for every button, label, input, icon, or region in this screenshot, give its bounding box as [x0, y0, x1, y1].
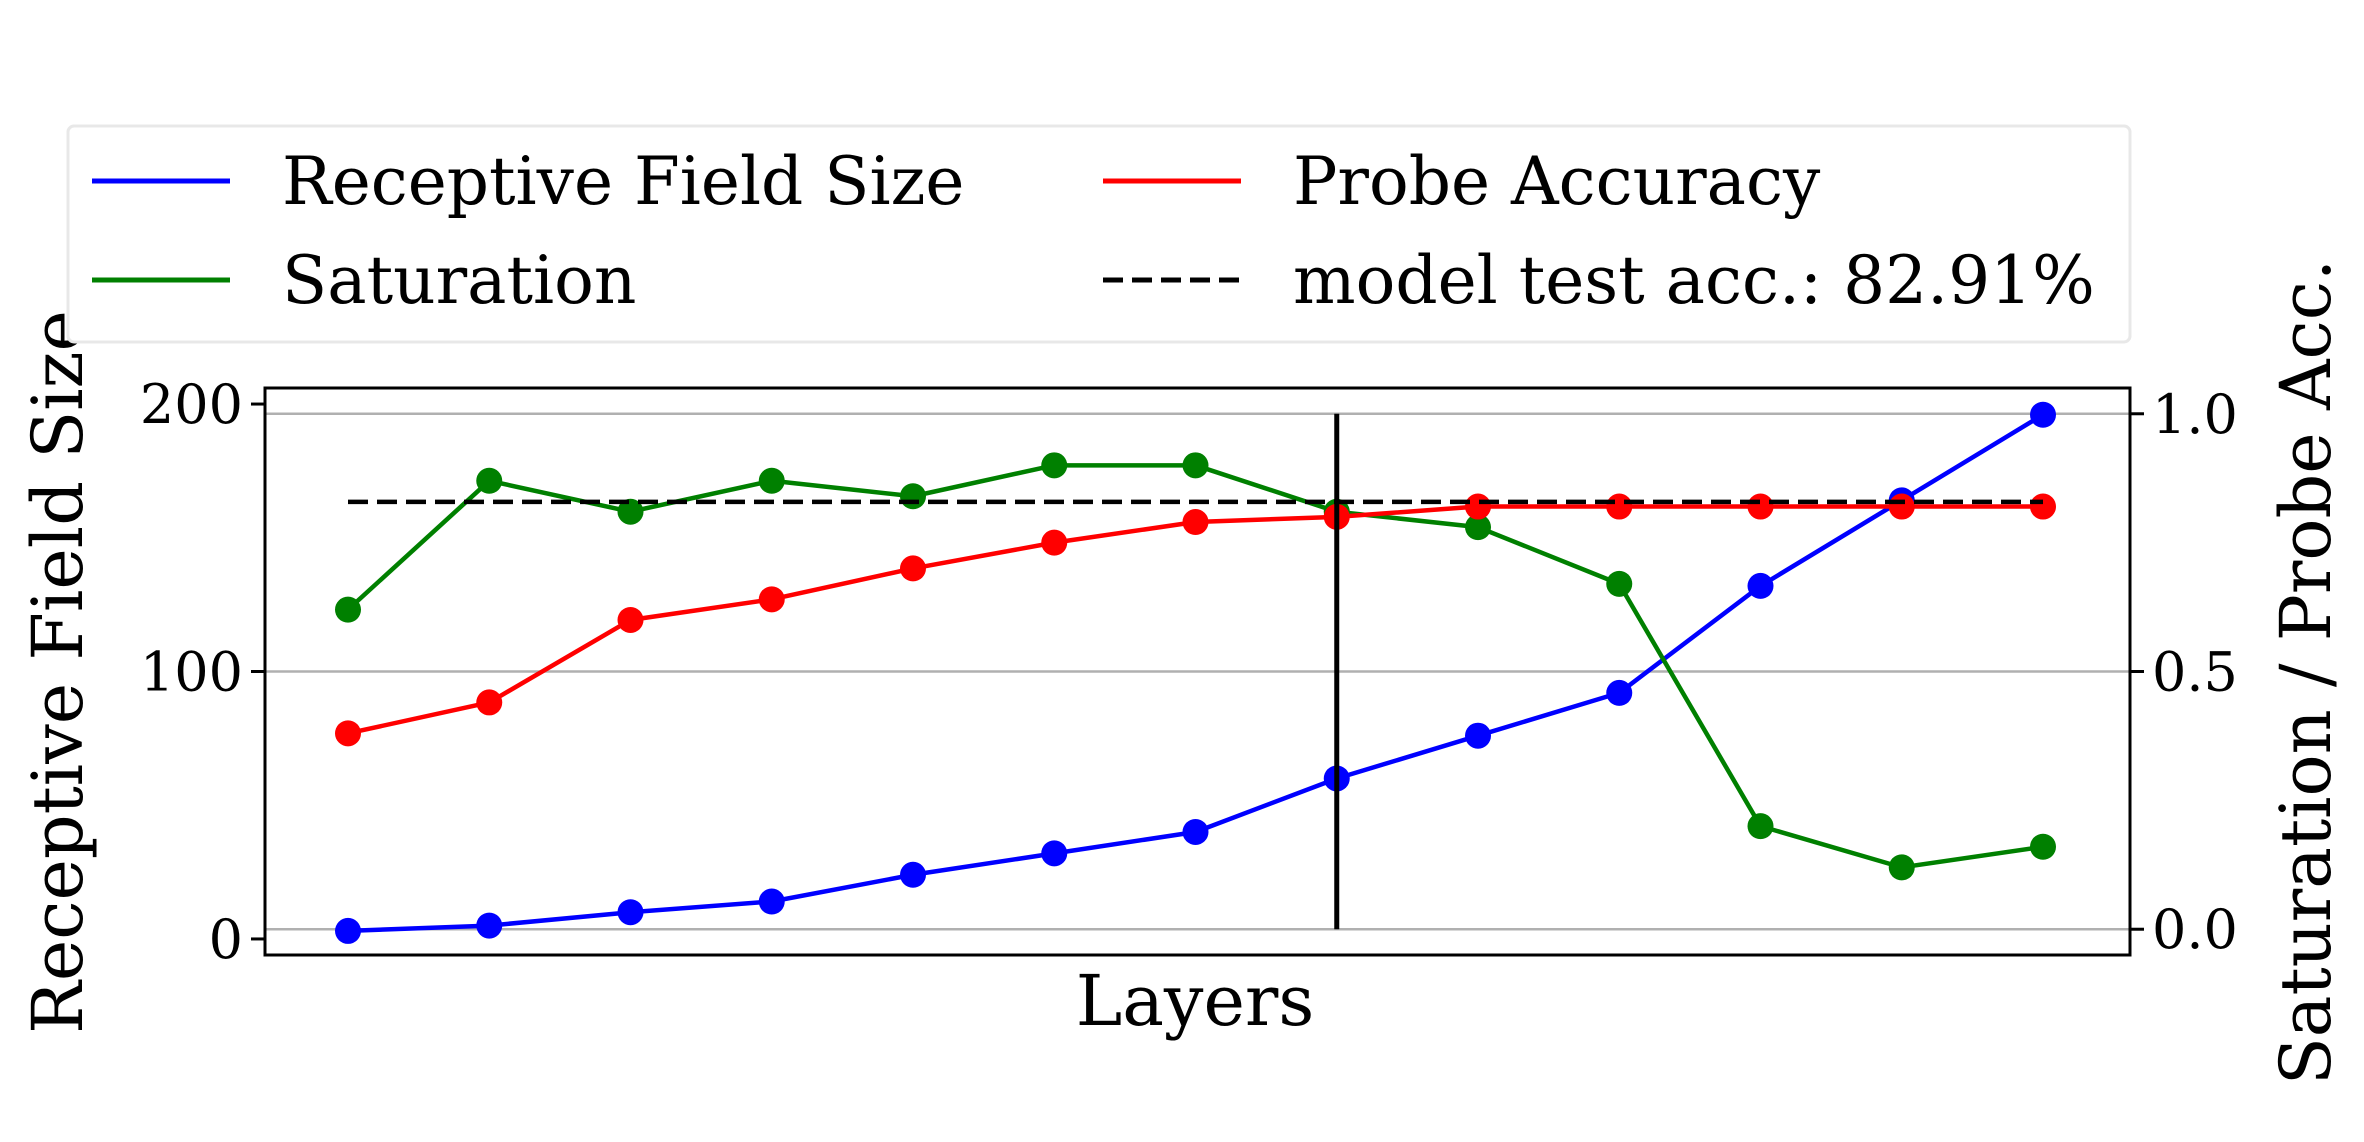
point-probe-accuracy-6 [1041, 529, 1068, 556]
right-tick-label-0: 0.0 [2152, 898, 2238, 961]
point-probe-accuracy-1 [335, 720, 361, 747]
point-probe-accuracy-12 [1888, 493, 1915, 520]
point-saturation-7 [1182, 452, 1209, 479]
point-probe-accuracy-5 [900, 555, 926, 582]
point-probe-accuracy-3 [617, 606, 644, 633]
point-receptive-field-size-7 [1182, 818, 1209, 845]
point-receptive-field-size-2 [476, 912, 503, 939]
point-receptive-field-size-5 [900, 861, 926, 888]
point-saturation-2 [476, 467, 503, 494]
point-receptive-field-size-11 [1747, 572, 1774, 599]
point-saturation-9 [1465, 514, 1491, 541]
point-saturation-11 [1747, 813, 1774, 840]
right-axis-ticks: 0.0 0.5 1.0 [2130, 383, 2238, 961]
point-saturation-4 [758, 467, 785, 494]
point-probe-accuracy-9 [1465, 493, 1491, 520]
left-tick-label-1: 100 [140, 641, 243, 704]
point-saturation-5 [900, 483, 926, 510]
point-probe-accuracy-2 [476, 689, 503, 716]
series-layer [335, 401, 2056, 944]
point-saturation-6 [1041, 452, 1068, 479]
right-tick-label-2: 1.0 [2152, 383, 2238, 446]
point-saturation-1 [335, 596, 361, 623]
legend-box [66, 124, 2132, 344]
point-receptive-field-size-9 [1465, 722, 1491, 749]
legend-label-model-test-acc: model test acc.: 82.91% [1293, 242, 2095, 319]
point-receptive-field-size-1 [335, 917, 361, 944]
point-probe-accuracy-7 [1182, 509, 1209, 536]
left-axis-ticks: 0 100 200 [140, 373, 265, 971]
point-probe-accuracy-4 [758, 586, 785, 613]
right-y-axis-label: Saturation / Probe Acc. [2265, 259, 2347, 1085]
legend-label-receptive-field: Receptive Field Size [282, 143, 964, 220]
point-saturation-3 [617, 498, 644, 525]
right-tick-label-1: 0.5 [2152, 641, 2238, 704]
series-saturation [335, 452, 2056, 881]
x-axis-label: Layers [1076, 960, 1315, 1042]
point-receptive-field-size-13 [2030, 401, 2056, 428]
left-y-axis-label: Receptive Field Size [17, 310, 99, 1034]
series-line-probe-accuracy [347, 504, 2043, 736]
point-receptive-field-size-3 [617, 899, 644, 926]
point-receptive-field-size-6 [1041, 840, 1068, 867]
point-saturation-13 [2030, 833, 2056, 860]
series-line-receptive-field-size [347, 412, 2045, 934]
point-probe-accuracy-13 [2030, 493, 2056, 520]
legend-label-saturation: Saturation [282, 242, 636, 319]
grid-lines [265, 412, 2130, 931]
left-tick-label-2: 200 [140, 373, 243, 436]
legend-label-probe-accuracy: Probe Accuracy [1293, 143, 1821, 220]
series-probe-accuracy [335, 493, 2056, 747]
point-saturation-10 [1606, 570, 1633, 597]
series-receptive-field-size [335, 401, 2056, 944]
point-saturation-12 [1888, 854, 1915, 881]
point-receptive-field-size-4 [758, 888, 785, 915]
point-probe-accuracy-11 [1747, 493, 1774, 520]
point-probe-accuracy-10 [1606, 493, 1633, 520]
legend: Receptive Field Size Saturation Probe Ac… [66, 124, 2132, 344]
left-tick-label-0: 0 [209, 908, 243, 971]
point-receptive-field-size-10 [1606, 679, 1633, 706]
